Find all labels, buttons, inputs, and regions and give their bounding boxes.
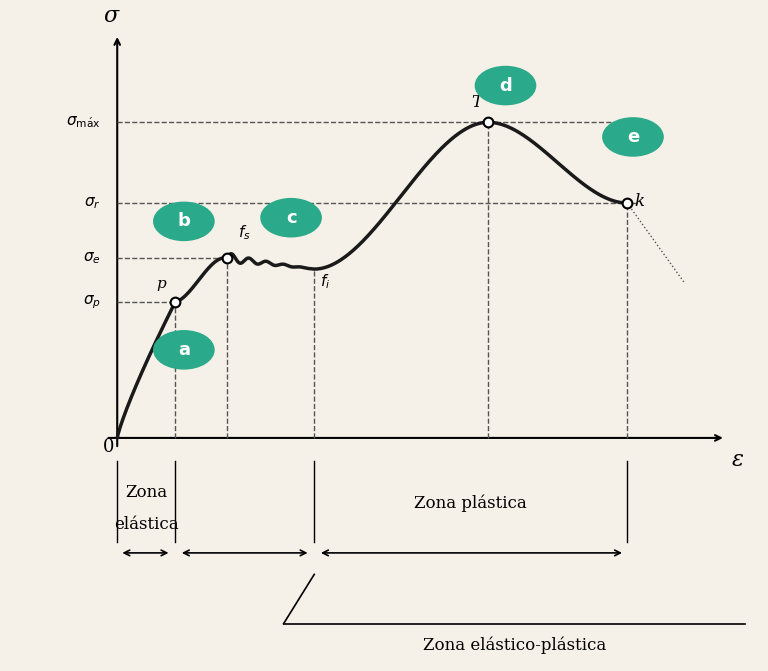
Text: $\sigma_e$: $\sigma_e$ (83, 250, 101, 266)
Text: $f_i$: $f_i$ (320, 272, 330, 291)
Text: d: d (499, 76, 511, 95)
Text: k: k (634, 193, 644, 209)
Text: b: b (177, 213, 190, 230)
Text: a: a (178, 341, 190, 359)
Text: $\sigma_{\rm m\acute{a}x}$: $\sigma_{\rm m\acute{a}x}$ (67, 115, 101, 130)
Text: Zona: Zona (125, 484, 167, 501)
Text: Zona plástica: Zona plástica (415, 495, 527, 512)
Text: ε: ε (731, 449, 743, 471)
Circle shape (603, 118, 663, 156)
Text: T: T (472, 94, 482, 111)
Text: e: e (627, 128, 639, 146)
Text: c: c (286, 209, 296, 227)
Text: $f_s$: $f_s$ (238, 223, 250, 242)
Circle shape (154, 331, 214, 369)
Circle shape (154, 202, 214, 240)
Text: Zona elástico-plástica: Zona elástico-plástica (422, 637, 606, 654)
Circle shape (475, 66, 535, 105)
Text: 0: 0 (103, 438, 114, 456)
Text: $\sigma_p$: $\sigma_p$ (83, 293, 101, 311)
Circle shape (261, 199, 321, 237)
Text: p: p (157, 277, 167, 291)
Text: σ: σ (104, 5, 119, 27)
Text: elástica: elástica (114, 517, 178, 533)
Text: $\sigma_r$: $\sigma_r$ (84, 195, 101, 211)
